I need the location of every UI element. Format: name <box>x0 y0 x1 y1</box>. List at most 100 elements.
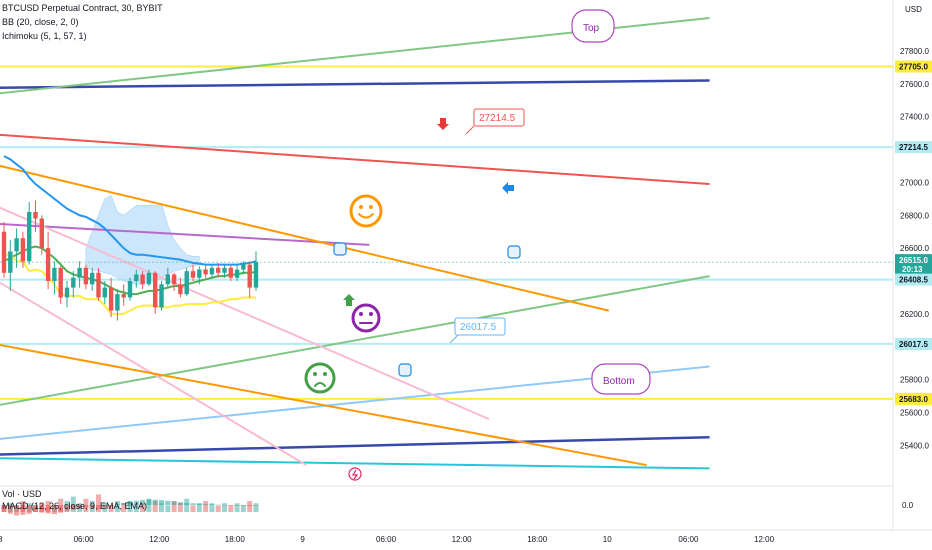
volume-bar <box>70 496 76 512</box>
price-tag <box>895 273 932 286</box>
price-tag <box>895 141 932 154</box>
macd-zero-label: 0.0 <box>902 501 914 510</box>
price-tick-label: 25400.0 <box>900 441 929 450</box>
price-tick-label: 26800.0 <box>900 211 929 220</box>
volume-bar <box>114 501 120 512</box>
candle-body <box>178 284 183 295</box>
volume-bar <box>228 505 234 512</box>
trend-line <box>0 133 710 186</box>
candle-body <box>190 271 196 278</box>
candle-body <box>52 267 57 282</box>
time-tick-label: 10 <box>603 535 612 544</box>
volume-bar <box>222 503 227 512</box>
price-tick-label: 27400.0 <box>900 113 929 122</box>
top-bubble-text: Top <box>583 23 600 34</box>
volume-bar <box>127 501 133 512</box>
legend-vol[interactable]: Vol · USD <box>2 489 42 499</box>
volume-bar <box>215 505 221 512</box>
bottom-bubble: Bottom <box>591 363 651 395</box>
macd-bar <box>165 500 171 505</box>
candle-body <box>108 287 114 311</box>
candle-body <box>209 267 215 275</box>
macd-bar <box>121 502 127 505</box>
time-tick-label: 06:00 <box>376 535 397 544</box>
macd-bar <box>39 505 45 513</box>
macd-bar <box>64 505 70 512</box>
macd-bar <box>171 501 177 505</box>
price-tick-label: 27800.0 <box>900 47 929 56</box>
bottom-bubble-box <box>591 363 651 395</box>
volume-bar <box>152 501 158 512</box>
volume-bar <box>196 503 202 512</box>
candle-body <box>153 272 158 308</box>
price-tag-label: 27214.5 <box>899 143 928 152</box>
macd-bar <box>228 505 234 506</box>
countdown-label: 20:13 <box>902 265 923 274</box>
time-tick-label: 12:00 <box>754 535 775 544</box>
candle-body <box>247 264 252 288</box>
candle-body <box>134 274 139 282</box>
event-flag-icon <box>348 467 362 481</box>
trend-line <box>0 164 610 312</box>
macd-bar <box>33 505 38 512</box>
trend-line <box>0 79 710 89</box>
macd-bar <box>45 505 51 514</box>
candle-body <box>45 248 51 282</box>
volume-bar <box>108 505 114 512</box>
candles <box>1 200 259 321</box>
candle-body <box>20 238 26 262</box>
candle-body <box>146 272 152 285</box>
macd-bar <box>7 505 13 514</box>
neutral-face-icon <box>351 303 381 333</box>
time-tick-label: 06:00 <box>678 535 699 544</box>
up-arrow-icon <box>343 294 355 306</box>
macd-bar <box>1 505 7 512</box>
legend-bb[interactable]: BB (20, close, 2, 0) <box>2 17 79 27</box>
macd-bar <box>184 502 190 505</box>
macd-bar <box>96 505 101 510</box>
candle-body <box>64 287 70 298</box>
candle-body <box>90 272 95 285</box>
candle-body <box>77 267 82 278</box>
happy-face-icon-mouth <box>358 213 374 219</box>
macd-bar <box>20 505 26 515</box>
candle-body <box>71 277 76 288</box>
time-tick-label: 9 <box>300 535 305 544</box>
volume-bar <box>140 503 146 512</box>
candle-body <box>184 271 189 295</box>
top-bubble: Top <box>571 9 615 43</box>
candle-body <box>14 238 19 252</box>
neutral-face-icon-eye <box>359 312 363 316</box>
happy-face-icon-eye <box>369 205 373 209</box>
candle-body <box>241 264 246 270</box>
hand-icon <box>398 363 412 377</box>
candle-body <box>96 272 101 298</box>
candle-body <box>58 267 63 298</box>
volume-bar <box>190 505 196 512</box>
candle-body <box>27 211 32 262</box>
candle-body <box>8 251 13 273</box>
neutral-face-icon-circle <box>351 303 381 333</box>
macd-bar <box>114 504 120 505</box>
trend-line <box>0 435 710 456</box>
last-price-label: 26515.0 <box>899 256 928 265</box>
candle-body <box>159 284 164 308</box>
candle-body <box>253 262 259 288</box>
bottom-bubble-text: Bottom <box>603 376 635 387</box>
volume-bar <box>253 503 259 512</box>
sad-face-icon-mouth <box>314 382 326 387</box>
macd-bar <box>159 500 164 505</box>
volume-bar <box>146 498 152 512</box>
candle-body <box>33 211 38 219</box>
hand-icon <box>507 245 521 259</box>
top-bubble-box <box>571 9 615 43</box>
neutral-face-icon-eye <box>369 312 373 316</box>
candle-body <box>234 269 240 278</box>
legend-ichimoku[interactable]: Ichimoku (5, 1, 57, 1) <box>2 31 87 41</box>
volume-bar <box>177 503 183 512</box>
legend-symbol[interactable]: BTCUSD Perpetual Contract, 30, BYBIT <box>2 3 163 13</box>
candle-body <box>1 231 7 273</box>
legend-macd[interactable]: MACD (12, 26, close, 9, EMA, EMA) <box>2 501 148 511</box>
macd-bar <box>152 499 158 505</box>
down-arrow-icon <box>437 118 449 130</box>
